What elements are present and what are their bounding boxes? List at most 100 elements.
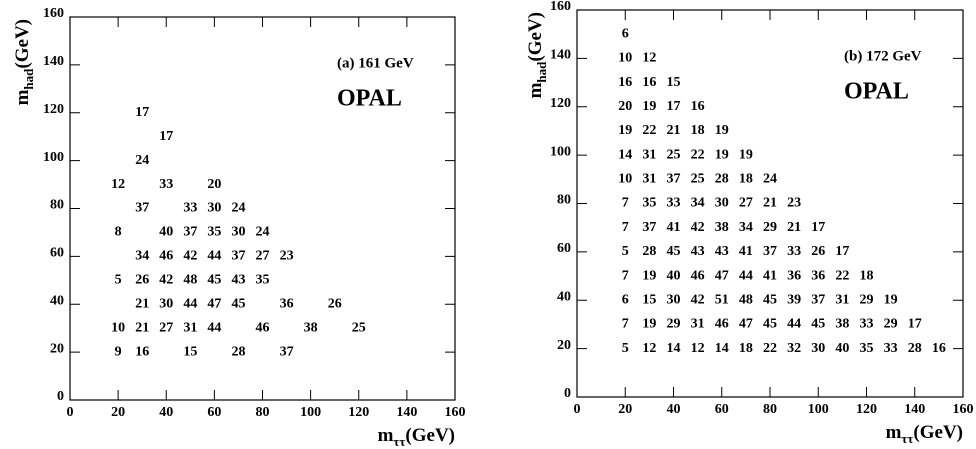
cell-count: 35 <box>256 273 270 288</box>
cell-count: 41 <box>739 244 753 259</box>
cell-count: 22 <box>835 268 849 283</box>
y-tick-label: 120 <box>43 102 64 117</box>
cell-count: 12 <box>111 177 125 192</box>
cell-count: 19 <box>642 268 656 283</box>
cell-count: 46 <box>691 268 705 283</box>
cell-count: 14 <box>667 341 681 356</box>
y-tick-label: 60 <box>50 246 64 261</box>
cell-count: 51 <box>715 292 729 307</box>
cell-count: 15 <box>642 292 656 307</box>
cell-count: 29 <box>884 317 898 332</box>
cell-count: 26 <box>328 296 342 311</box>
cell-count: 24 <box>763 172 777 187</box>
x-tick-label: 120 <box>856 402 877 417</box>
cell-count: 17 <box>835 244 849 259</box>
y-tick-label: 160 <box>550 0 571 14</box>
label-main: m <box>378 425 394 446</box>
cell-count: 33 <box>667 196 681 211</box>
cell-count: 45 <box>763 292 777 307</box>
cell-count: 22 <box>691 147 705 162</box>
cell-count: 45 <box>811 317 825 332</box>
cell-count: 44 <box>183 296 197 311</box>
cell-count: 46 <box>715 317 729 332</box>
cell-count: 31 <box>691 317 705 332</box>
cell-count: 21 <box>667 123 681 138</box>
y-tick-label: 160 <box>43 6 64 21</box>
cell-count: 9 <box>115 344 122 359</box>
y-tick-label: 20 <box>50 341 64 356</box>
cell-count: 22 <box>763 341 777 356</box>
x-tick-label: 40 <box>667 402 681 417</box>
label-sub: had <box>534 61 549 83</box>
cell-count: 42 <box>183 249 197 264</box>
cell-count: 44 <box>207 249 221 264</box>
cell-count: 38 <box>835 317 849 332</box>
cell-count: 28 <box>231 344 245 359</box>
x-tick-label: 20 <box>618 402 632 417</box>
cell-count: 38 <box>715 220 729 235</box>
cell-count: 45 <box>231 296 245 311</box>
cell-count: 17 <box>811 220 825 235</box>
x-tick-label: 0 <box>574 402 581 417</box>
cell-count: 44 <box>739 268 753 283</box>
y-tick-label: 100 <box>550 144 571 159</box>
x-tick-label: 0 <box>67 405 74 420</box>
cell-count: 19 <box>642 317 656 332</box>
cell-count: 29 <box>860 292 874 307</box>
cell-count: 30 <box>667 292 681 307</box>
cell-count: 12 <box>691 341 705 356</box>
x-tick-label: 140 <box>904 402 925 417</box>
cell-count: 8 <box>115 225 122 240</box>
cell-count: 45 <box>207 273 221 288</box>
cell-count: 7 <box>622 317 629 332</box>
cell-count: 19 <box>618 123 632 138</box>
x-tick-label: 20 <box>111 405 125 420</box>
cell-count: 18 <box>691 123 705 138</box>
y-axis-label: mhad(GeV) <box>525 12 549 98</box>
cell-count: 6 <box>622 26 629 41</box>
cell-count: 19 <box>642 99 656 114</box>
cell-count: 28 <box>715 172 729 187</box>
cell-count: 5 <box>115 273 122 288</box>
x-tick-label: 160 <box>953 402 974 417</box>
cell-count: 17 <box>908 317 922 332</box>
panel: 0 20 40 60 80 100 120 140 160 0 20 40 60 80 100 120 140 1… <box>12 6 465 449</box>
cell-count: 37 <box>280 344 294 359</box>
cell-count: 25 <box>667 147 681 162</box>
plot-frame <box>69 16 456 401</box>
cell-count: 37 <box>135 201 149 216</box>
cell-count: 46 <box>159 249 173 264</box>
cell-count: 40 <box>667 268 681 283</box>
label-unit: (GeV) <box>405 425 455 446</box>
cell-count: 22 <box>642 123 656 138</box>
cell-count: 19 <box>739 147 753 162</box>
cell-count: 34 <box>739 220 753 235</box>
cell-count: 26 <box>135 273 149 288</box>
cell-count: 37 <box>183 225 197 240</box>
cell-count: 21 <box>763 196 777 211</box>
cell-count: 37 <box>811 292 825 307</box>
cell-count: 36 <box>787 268 801 283</box>
cell-count: 43 <box>231 273 245 288</box>
cell-count: 33 <box>884 341 898 356</box>
y-axis-label: mhad(GeV) <box>12 19 36 105</box>
cell-count: 29 <box>763 220 777 235</box>
cell-count: 35 <box>860 341 874 356</box>
label-main: m <box>525 82 546 98</box>
y-tick-label: 20 <box>557 338 571 353</box>
cell-count: 33 <box>860 317 874 332</box>
cell-count: 18 <box>739 172 753 187</box>
x-tick-label: 140 <box>396 405 417 420</box>
x-tick-label: 60 <box>715 402 729 417</box>
cell-count: 19 <box>884 292 898 307</box>
y-tick-label: 140 <box>550 48 571 63</box>
cell-count: 16 <box>691 99 705 114</box>
cell-count: 25 <box>352 320 366 335</box>
y-tick-label: 0 <box>564 386 571 401</box>
x-axis-label: mττ(GeV) <box>378 425 455 449</box>
cell-count: 37 <box>642 220 656 235</box>
cell-count: 43 <box>691 244 705 259</box>
cell-count: 43 <box>715 244 729 259</box>
label-main: m <box>886 422 902 443</box>
